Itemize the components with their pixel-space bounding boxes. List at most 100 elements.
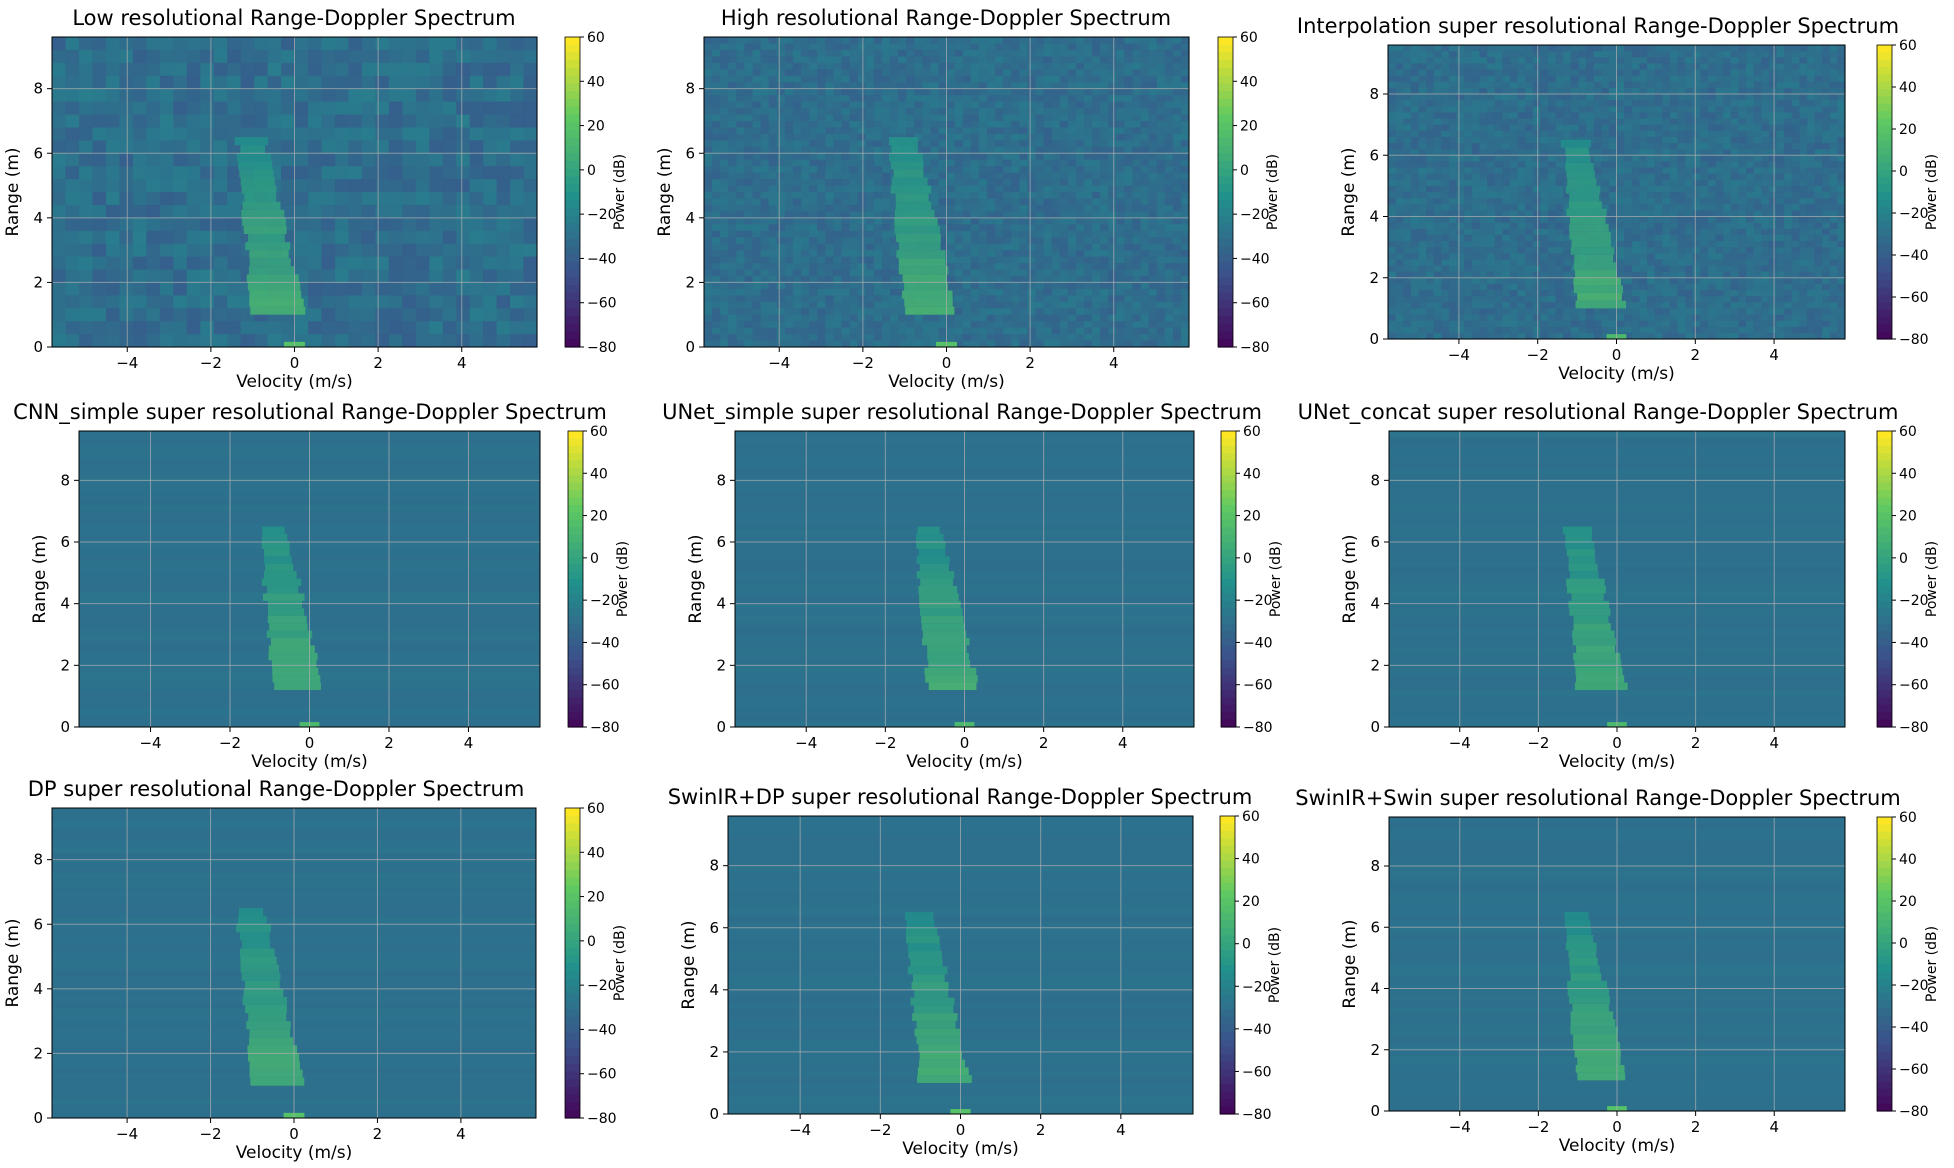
heatmap-cell [1457,112,1465,119]
heatmap-cell [402,231,416,245]
heatmap-cell [1662,63,1670,70]
heatmap-cell [1116,186,1125,193]
heatmap-cell [785,257,794,264]
heatmap-cell [1617,82,1625,89]
target-return-cell [899,258,945,266]
heatmap-cell [1084,69,1093,76]
heatmap-cell [470,115,484,129]
heatmap-cell [914,127,923,134]
heatmap-cell [809,43,818,50]
heatmap-cell [1076,205,1085,212]
heatmap-cell [1108,140,1117,147]
heatmap-cell [524,127,538,141]
heatmap-cell [1396,76,1404,83]
heatmap-cell [133,50,147,64]
heatmap-cell [1761,143,1769,150]
heatmap-cell [200,231,214,245]
heatmap-cell [92,127,106,141]
heatmap-cell [1116,218,1125,225]
heatmap-cell [1181,166,1190,173]
heatmap-cell [1441,76,1449,83]
heatmap-cell [1746,137,1754,144]
heatmap-cell [1807,94,1815,101]
heatmap-cell [1035,289,1044,296]
heatmap-cell [227,102,241,116]
heatmap-cell [979,257,988,264]
heatmap-cell [728,166,737,173]
heatmap-cell [1011,95,1020,102]
heatmap-cell [1141,108,1150,115]
heatmap-cell [777,302,786,309]
heatmap-cell [987,321,996,328]
heatmap-cell [1632,112,1640,119]
heatmap-cell [938,334,947,341]
heatmap-cell [295,257,309,271]
heatmap-cell [720,127,729,134]
colorbar-segment [565,37,580,45]
heatmap-cell [1677,63,1685,70]
heatmap-cell [470,102,484,116]
heatmap-cell [793,237,802,244]
heatmap-cell [1799,51,1807,58]
heatmap-cell [416,321,430,335]
heatmap-cell [1124,115,1133,122]
heatmap-cell [882,257,891,264]
heatmap-cell [389,166,403,180]
colorbar-segment [1218,215,1233,223]
heatmap-cell [1149,160,1158,167]
heatmap-cell [1076,134,1085,141]
heatmap-cell [720,198,729,205]
heatmap-cell [1141,295,1150,302]
heatmap-cell [1700,143,1708,150]
heatmap-cell [1141,270,1150,277]
heatmap-cell [761,56,770,63]
heatmap-cell [1173,289,1182,296]
heatmap-cell [793,69,802,76]
heatmap-cell [995,173,1004,180]
heatmap-cell [833,308,842,315]
heatmap-cell [497,140,511,154]
heatmap-cell [704,89,713,96]
heatmap-cell [443,140,457,154]
heatmap-cell [1108,295,1117,302]
heatmap-cell [1594,125,1602,132]
heatmap-cell [1792,45,1800,52]
heatmap-cell [483,153,497,167]
heatmap-cell [1141,186,1150,193]
heatmap-cell [793,315,802,322]
heatmap-cell [809,321,818,328]
heatmap-cell [1181,153,1190,160]
heatmap-cell [1472,94,1480,101]
y-tick-label: 2 [685,273,695,291]
heatmap-cell [524,231,538,245]
heatmap-cell [1108,102,1117,109]
heatmap-cell [769,89,778,96]
heatmap-cell [65,166,79,180]
heatmap-cell [1052,231,1061,238]
heatmap-cell [1044,334,1053,341]
heatmap-cell [1655,45,1663,52]
heatmap-cell [389,115,403,129]
heatmap-cell [801,127,810,134]
heatmap-cell [1076,315,1085,322]
heatmap-cell [833,76,842,83]
heatmap-cell [1132,115,1141,122]
heatmap-cell [1060,69,1069,76]
heatmap-cell [1116,69,1125,76]
heatmap-cell [375,308,389,322]
heatmap-cell [1060,328,1069,335]
heatmap-cell [456,308,470,322]
heatmap-cell [1100,50,1109,57]
heatmap-cell [1738,63,1746,70]
heatmap-cell [744,270,753,277]
heatmap-cell [1141,140,1150,147]
heatmap-cell [720,160,729,167]
heatmap-cell [955,334,964,341]
heatmap-cell [1662,106,1670,113]
heatmap-cell [874,257,883,264]
heatmap-cell [761,289,770,296]
heatmap-cell [712,302,721,309]
heatmap-cell [1019,224,1028,231]
colorbar-segment [565,246,580,254]
colorbar-segment [565,76,580,84]
